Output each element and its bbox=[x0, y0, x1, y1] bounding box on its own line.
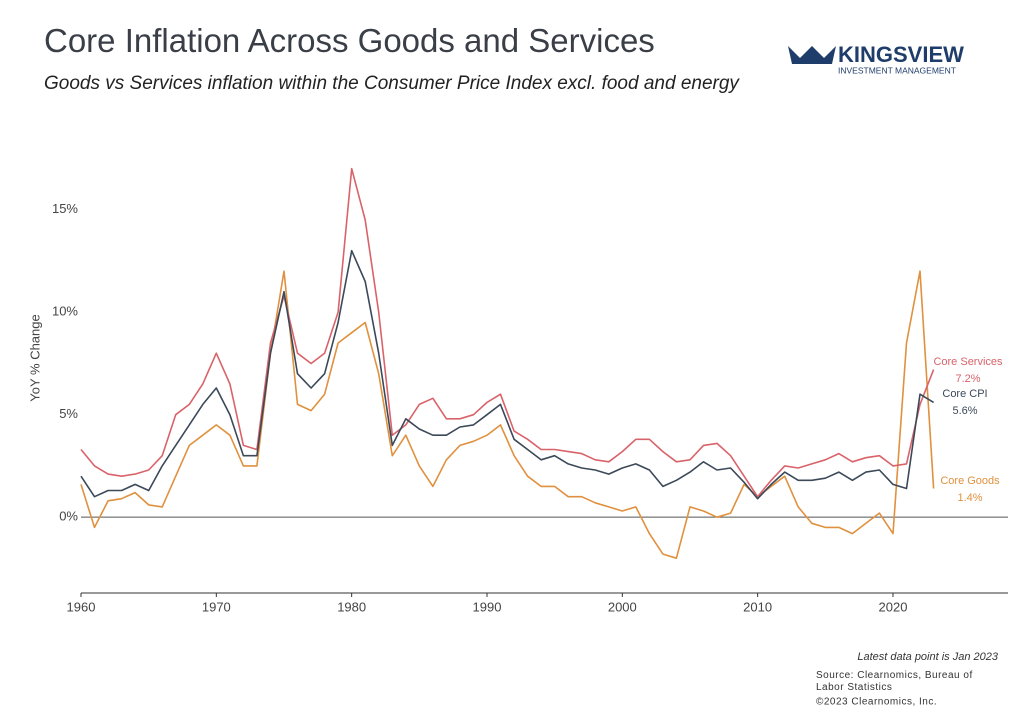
series-line bbox=[80, 167, 935, 498]
note: Latest data point is Jan 2023 bbox=[857, 651, 999, 663]
x-tick-label: 1960 bbox=[67, 599, 96, 614]
logo-icon bbox=[788, 46, 836, 64]
value-label: 7.2% bbox=[955, 373, 980, 385]
y-tick-label: 0% bbox=[59, 509, 78, 524]
y-tick-label: 10% bbox=[52, 304, 78, 319]
y-tick-label: 5% bbox=[59, 406, 78, 421]
source: Source: Clearnomics, Bureau of Labor Sta… bbox=[816, 670, 973, 693]
series-line bbox=[80, 249, 935, 500]
chart-title: Core Inflation Across Goods and Services bbox=[44, 22, 655, 59]
series-label: Core CPI bbox=[942, 388, 987, 400]
copyright: ©2023 Clearnomics, Inc. bbox=[816, 697, 937, 708]
series-label: Core Goods bbox=[940, 475, 1000, 487]
logo-tagline: INVESTMENT MANAGEMENT bbox=[838, 65, 956, 75]
logo-name: KINGSVIEW bbox=[838, 42, 964, 67]
value-label: 5.6% bbox=[952, 405, 977, 417]
logo: KINGSVIEW INVESTMENT MANAGEMENT bbox=[788, 42, 964, 75]
source-box: Source: Clearnomics, Bureau of Labor Sta… bbox=[816, 670, 973, 693]
x-tick-label: 2010 bbox=[743, 599, 772, 614]
x-tick-label: 1990 bbox=[473, 599, 502, 614]
y-tick-label: 15% bbox=[52, 201, 78, 216]
series-line bbox=[80, 270, 935, 559]
y-axis-label: YoY % Change bbox=[27, 314, 42, 401]
x-tick-label: 1980 bbox=[337, 599, 366, 614]
value-label: 1.4% bbox=[957, 492, 982, 504]
x-tick-label: 1970 bbox=[202, 599, 231, 614]
chart-subtitle: Goods vs Services inflation within the C… bbox=[44, 73, 740, 94]
x-tick-label: 2020 bbox=[879, 599, 908, 614]
series-label: Core Services bbox=[933, 356, 1003, 368]
x-tick-label: 2000 bbox=[608, 599, 637, 614]
